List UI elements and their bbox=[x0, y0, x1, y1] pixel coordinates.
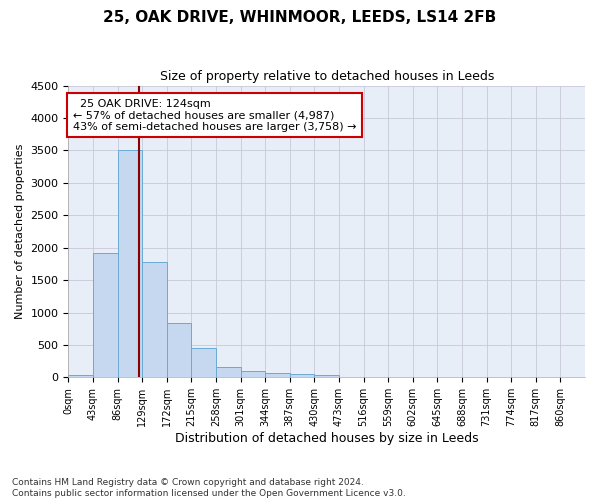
Bar bbox=[118, 150, 142, 378]
Y-axis label: Number of detached properties: Number of detached properties bbox=[15, 144, 25, 319]
Bar bbox=[191, 348, 216, 378]
Bar bbox=[93, 253, 118, 378]
Text: Contains HM Land Registry data © Crown copyright and database right 2024.
Contai: Contains HM Land Registry data © Crown c… bbox=[12, 478, 406, 498]
Bar bbox=[216, 367, 241, 378]
Bar bbox=[68, 375, 93, 378]
X-axis label: Distribution of detached houses by size in Leeds: Distribution of detached houses by size … bbox=[175, 432, 479, 445]
Bar bbox=[290, 374, 314, 378]
Text: 25 OAK DRIVE: 124sqm
← 57% of detached houses are smaller (4,987)
43% of semi-de: 25 OAK DRIVE: 124sqm ← 57% of detached h… bbox=[73, 98, 356, 132]
Bar bbox=[142, 262, 167, 378]
Bar bbox=[167, 323, 191, 378]
Bar bbox=[241, 371, 265, 378]
Text: 25, OAK DRIVE, WHINMOOR, LEEDS, LS14 2FB: 25, OAK DRIVE, WHINMOOR, LEEDS, LS14 2FB bbox=[103, 10, 497, 25]
Bar bbox=[265, 374, 290, 378]
Title: Size of property relative to detached houses in Leeds: Size of property relative to detached ho… bbox=[160, 70, 494, 83]
Bar bbox=[314, 375, 339, 378]
